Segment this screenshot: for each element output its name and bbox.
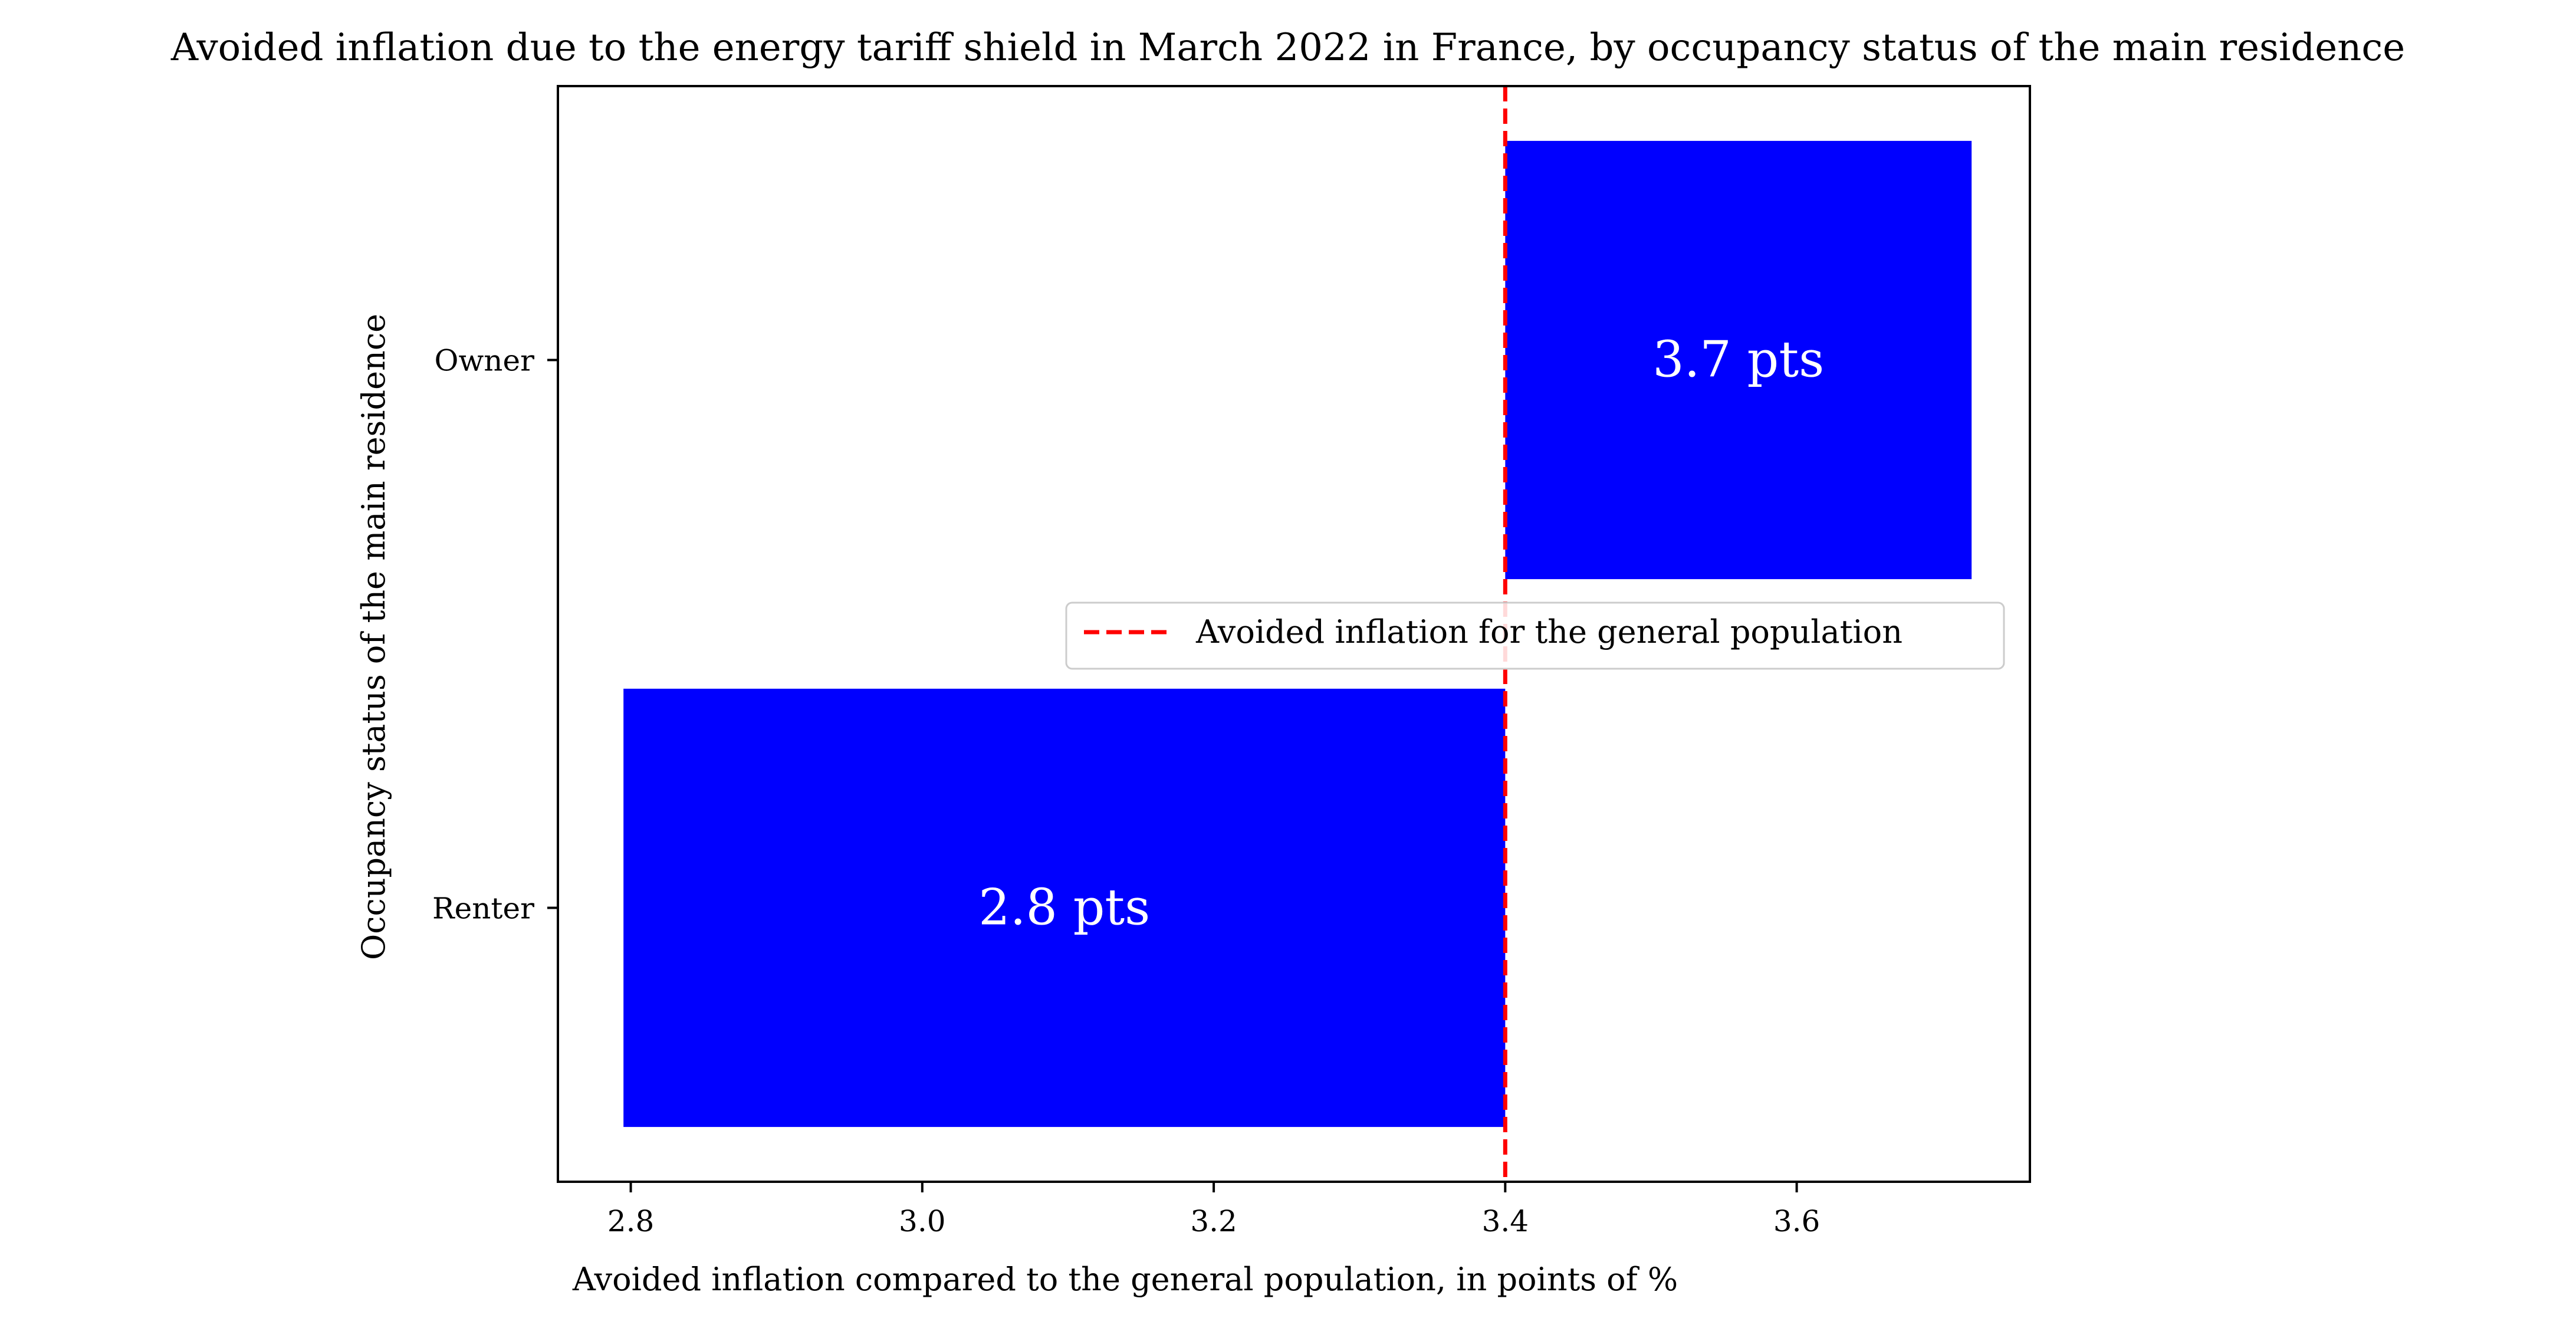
plot-frame: [557, 85, 2031, 1183]
bar-renter: [623, 688, 1506, 1128]
x-tick-label: 3.0: [899, 1204, 946, 1238]
legend: Avoided inflation for the general popula…: [1065, 601, 2005, 670]
x-tick-label: 2.8: [607, 1204, 655, 1238]
bar-data-label-renter: 2.8 pts: [978, 879, 1150, 936]
legend-box: [1065, 601, 2005, 670]
bars-group: [623, 140, 1972, 1128]
y-axis-label: Occupancy status of the main residence: [355, 314, 392, 960]
y-tick-label-owner: Owner: [435, 344, 535, 378]
bar-data-label-owner: 3.7 pts: [1652, 331, 1824, 389]
y-tick-label-renter: Renter: [432, 892, 534, 926]
x-tick-label: 3.6: [1773, 1204, 1821, 1238]
legend-label: Avoided inflation for the general popula…: [1195, 613, 1903, 650]
x-tick-label: 3.4: [1482, 1204, 1529, 1238]
x-tick-label: 3.2: [1190, 1204, 1237, 1238]
y-axis-ticks: Owner Renter: [432, 344, 558, 926]
x-axis-label: Avoided inflation compared to the genera…: [572, 1261, 1678, 1298]
chart-title: Avoided inflation due to the energy tari…: [170, 26, 2405, 70]
bar-labels-group: 3.7 pts 2.8 pts: [978, 331, 1824, 936]
bar-owner: [1505, 140, 1972, 580]
x-axis-ticks: 2.8 3.0 3.2 3.4 3.6: [607, 1182, 1821, 1238]
